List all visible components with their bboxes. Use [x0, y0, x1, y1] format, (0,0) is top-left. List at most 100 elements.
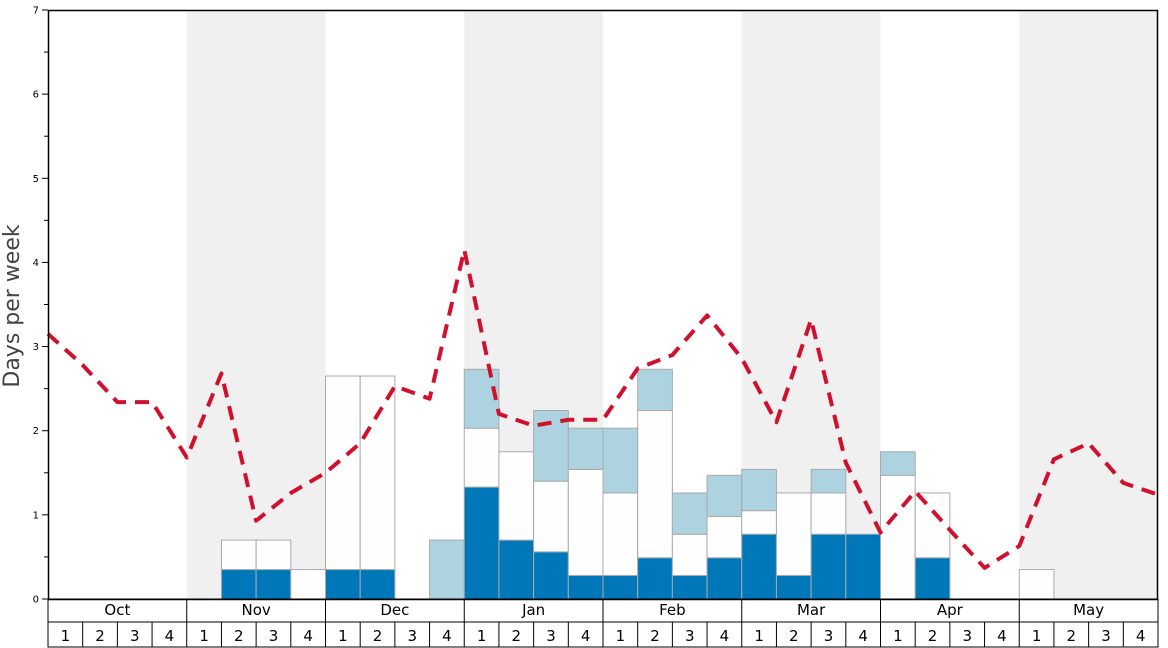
month-label-mar: Mar: [797, 601, 826, 619]
bar-dec-week-2-dark: [359, 569, 396, 600]
bar-feb-week-2-light: [637, 368, 673, 412]
week-label: 4: [1136, 627, 1146, 645]
bar-jan-week-2-dark: [498, 539, 535, 600]
bar-mar-week-1-light: [741, 468, 777, 512]
bar-jan-week-4-light: [567, 427, 604, 470]
week-label: 3: [546, 627, 556, 645]
week-label: 4: [720, 627, 730, 645]
month-band-may: [1019, 10, 1158, 599]
week-label: 1: [199, 627, 209, 645]
y-tick-label: 2: [33, 426, 39, 437]
week-label: 1: [61, 627, 71, 645]
month-label-oct: Oct: [104, 601, 130, 619]
month-label-jan: Jan: [521, 601, 545, 619]
bar-jan-week-1-dark: [463, 486, 500, 600]
y-tick-label: 6: [33, 90, 39, 101]
bar-apr-week-2-dark: [914, 557, 951, 600]
bar-feb-week-1-white: [602, 492, 639, 576]
bar-dec-week-4-light: [429, 539, 465, 600]
bar-nov-week-2-dark: [220, 569, 257, 600]
week-label: 4: [442, 627, 452, 645]
x-axis: Oct 1 2 3 4 Nov 1 2 3 4 Dec 1 2 3 4 Jan 1 2 3 4 Feb 1 2 3 4 Mar 1 2…: [47, 598, 1159, 648]
bar-nov-week-3-dark: [255, 569, 292, 600]
bar-jan-week-2-white: [498, 451, 535, 541]
week-label: 2: [512, 627, 522, 645]
bar-nov-week-4-white: [290, 569, 326, 600]
bar-feb-week-4-white: [706, 516, 743, 559]
bar-feb-week-2-dark: [637, 557, 673, 600]
bar-mar-week-2-dark: [775, 574, 812, 600]
week-label: 2: [234, 627, 244, 645]
bar-mar-week-3-white: [810, 492, 847, 535]
y-tick-label: 5: [33, 174, 39, 185]
bar-feb-week-1-dark: [602, 574, 639, 600]
y-axis: 0 1 2 3 4 5 6 7: [33, 6, 48, 606]
week-label: 4: [165, 627, 175, 645]
bar-jan-week-3-dark: [533, 551, 569, 600]
month-label-may: May: [1073, 601, 1104, 619]
y-tick-label: 4: [33, 258, 39, 269]
month-band-nov: [186, 10, 326, 599]
month-label-feb: Feb: [659, 601, 686, 619]
bar-apr-week-2-white: [914, 492, 951, 559]
y-tick-label: 1: [33, 510, 39, 521]
bar-mar-week-3-light: [810, 468, 847, 494]
y-axis-label: Days per week: [0, 224, 25, 387]
month-bands: [186, 10, 1158, 599]
bar-nov-week-3-white: [255, 539, 292, 571]
bar-mar-week-4-dark: [845, 533, 881, 600]
week-label: 1: [754, 627, 764, 645]
bar-group: [220, 368, 1055, 600]
bar-apr-week-1-light: [880, 451, 916, 476]
bar-feb-week-1-light: [602, 427, 639, 494]
week-label: 2: [95, 627, 105, 645]
bar-may-week-1-white: [1018, 569, 1055, 600]
bar-feb-week-3-light: [671, 492, 708, 535]
bar-apr-week-1-white: [880, 474, 916, 600]
bar-mar-week-3-dark: [810, 533, 847, 600]
bar-feb-week-3-dark: [671, 574, 708, 600]
month-label-dec: Dec: [380, 601, 409, 619]
bar-jan-week-1-light: [463, 368, 500, 429]
bar-jan-week-4-white: [567, 468, 604, 576]
week-label: 4: [858, 627, 868, 645]
bar-feb-week-3-white: [671, 533, 708, 576]
bar-dec-week-1-white: [325, 375, 361, 571]
week-label: 3: [685, 627, 695, 645]
week-label: 1: [338, 627, 348, 645]
week-label: 4: [997, 627, 1007, 645]
bar-feb-week-2-white: [637, 410, 673, 559]
bar-jan-week-4-dark: [567, 574, 604, 600]
week-label: 3: [962, 627, 972, 645]
week-label: 1: [477, 627, 487, 645]
week-label: 4: [581, 627, 591, 645]
week-label: 4: [303, 627, 313, 645]
bar-mar-week-1-white: [741, 510, 777, 535]
week-label: 3: [1101, 627, 1111, 645]
bar-mar-week-2-white: [775, 492, 812, 576]
week-label: 1: [893, 627, 903, 645]
bar-nov-week-2-white: [220, 539, 257, 571]
week-label: 3: [269, 627, 279, 645]
bar-mar-week-1-dark: [741, 533, 777, 600]
week-label: 3: [407, 627, 417, 645]
y-tick-label: 7: [33, 6, 39, 17]
y-tick-label: 3: [33, 342, 39, 353]
y-tick-label: 0: [33, 595, 39, 606]
bar-dec-week-1-dark: [325, 569, 361, 600]
bar-feb-week-4-light: [706, 474, 743, 518]
bar-feb-week-4-dark: [706, 557, 743, 600]
week-label: 3: [824, 627, 834, 645]
month-label-nov: Nov: [241, 601, 270, 619]
week-label: 2: [789, 627, 799, 645]
week-label: 2: [928, 627, 938, 645]
bar-jan-week-1-white: [463, 427, 500, 488]
bar-dec-week-2-white: [359, 375, 396, 571]
week-label: 2: [373, 627, 383, 645]
plot-frame: [47, 9, 1159, 601]
bar-jan-week-3-white: [533, 480, 569, 553]
week-label: 2: [650, 627, 660, 645]
week-label: 1: [1032, 627, 1042, 645]
month-label-apr: Apr: [937, 601, 964, 619]
